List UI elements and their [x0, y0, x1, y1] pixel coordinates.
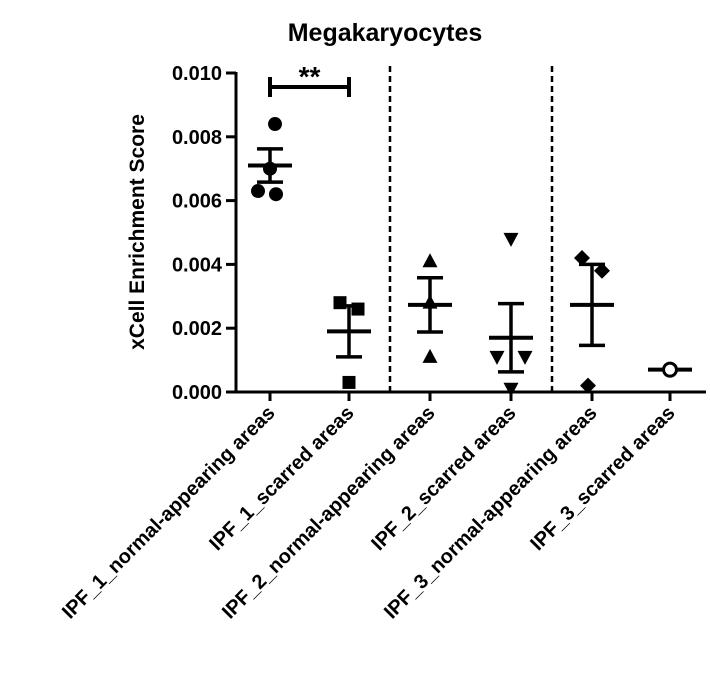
- square-point: [342, 375, 356, 389]
- square-point: [351, 302, 365, 316]
- circle-point: [263, 161, 277, 176]
- mean-sem-bars: [248, 147, 692, 374]
- x-tick-label: IPF_3_scarred areas: [526, 402, 679, 555]
- diamond-point: [574, 250, 590, 267]
- x-tick-labels: IPF_1_normal-appearing areasIPF_1_scarre…: [58, 402, 679, 623]
- triangle-down-point: [489, 350, 505, 365]
- open-circle-point: [662, 361, 678, 378]
- y-tick-label: 0.004: [172, 254, 223, 276]
- y-axis-label: xCell Enrichment Score: [126, 114, 149, 350]
- triangle-down-point: [503, 232, 519, 247]
- circle-point: [251, 184, 265, 199]
- y-tick-label: 0.008: [172, 127, 222, 149]
- axes: 0.000 0.002 0.004 0.006 0.008 0.010: [172, 63, 706, 404]
- triangle-down-point: [517, 350, 533, 365]
- data-points: [251, 117, 678, 397]
- square-point: [333, 296, 347, 310]
- y-tick-label: 0.000: [172, 382, 222, 404]
- x-tick-label: IPF_1_scarred areas: [205, 402, 358, 555]
- significance-annotation: **: [268, 61, 351, 97]
- significance-label: **: [299, 61, 321, 92]
- y-tick-label: 0.010: [172, 63, 222, 85]
- circle-point: [269, 187, 283, 202]
- diamond-point: [594, 262, 610, 279]
- chart-title: Megakaryocytes: [288, 19, 483, 47]
- y-tick-label: 0.002: [172, 318, 222, 340]
- group-separators: [388, 66, 554, 392]
- x-tick-label: IPF_2_scarred areas: [367, 402, 520, 555]
- diamond-point: [580, 377, 596, 394]
- triangle-down-point: [503, 382, 519, 397]
- triangle-up-point: [422, 294, 438, 309]
- y-tick-label: 0.006: [172, 191, 222, 213]
- triangle-up-point: [422, 348, 438, 363]
- triangle-up-point: [422, 253, 438, 268]
- circle-point: [268, 117, 282, 132]
